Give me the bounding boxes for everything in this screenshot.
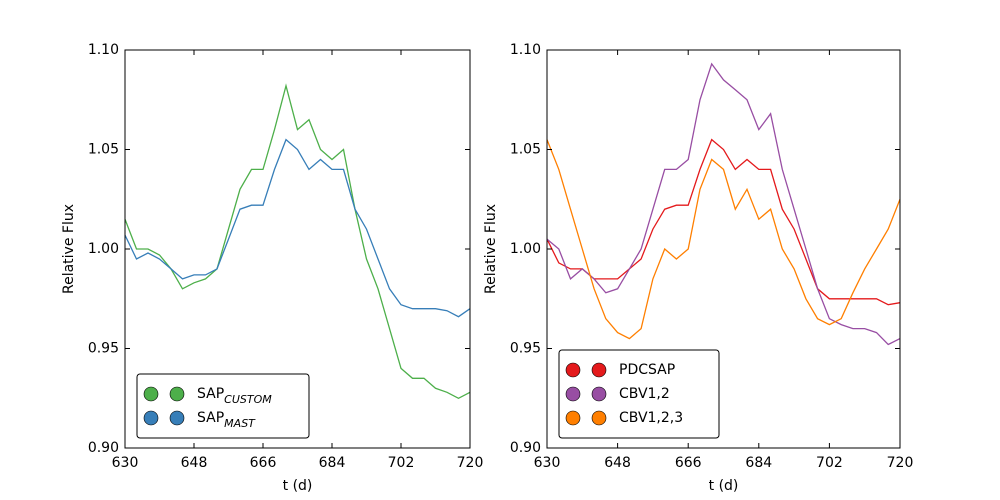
legend-name: PDCSAP	[619, 362, 675, 378]
legend-marker	[591, 362, 607, 378]
legend-name: SAP	[197, 410, 224, 426]
legend-marker	[565, 410, 581, 426]
x-tick-label: 666	[250, 455, 277, 471]
x-tick-label: 684	[745, 455, 772, 471]
series-line	[546, 139, 901, 340]
series-line	[124, 83, 471, 400]
legend-marker	[143, 386, 159, 402]
legend-name: CBV1,2,3	[619, 410, 683, 426]
legend-label: SAPMAST	[197, 410, 256, 430]
y-tick-label: 0.95	[88, 341, 119, 357]
y-tick-label: 0.90	[510, 440, 541, 456]
legend-box	[136, 373, 310, 439]
x-tick-label: 648	[604, 455, 631, 471]
y-tick-label: 0.90	[88, 440, 119, 456]
x-tick-label: 666	[675, 455, 702, 471]
legend-marker	[565, 362, 581, 378]
legend-label: PDCSAP	[619, 362, 675, 378]
y-tick-label: 1.10	[88, 42, 119, 58]
legend-label: CBV1,2,3	[619, 410, 683, 426]
x-tick-label: 684	[319, 455, 346, 471]
legend-marker	[591, 386, 607, 402]
legend-marker	[143, 410, 159, 426]
legend-subscript: MAST	[224, 417, 256, 430]
x-tick-label: 630	[534, 455, 561, 471]
y-tick-label: 1.05	[88, 142, 119, 158]
y-tick-label: 1.00	[88, 241, 119, 257]
x-axis-label: t (d)	[709, 478, 739, 494]
y-tick-label: 1.05	[510, 142, 541, 158]
legend-marker	[565, 386, 581, 402]
y-tick-label: 0.95	[510, 341, 541, 357]
y-axis-label: Relative Flux	[61, 204, 77, 294]
x-tick-label: 720	[457, 455, 484, 471]
series-line	[124, 138, 471, 318]
x-tick-label: 648	[181, 455, 208, 471]
y-tick-label: 1.00	[510, 241, 541, 257]
legend-marker	[169, 386, 185, 402]
legend-label: SAPCUSTOM	[197, 386, 272, 406]
x-tick-label: 630	[112, 455, 139, 471]
legend-name: CBV1,2	[619, 386, 670, 402]
legend-marker	[169, 410, 185, 426]
series-line	[546, 62, 901, 346]
x-axis-label: t (d)	[283, 478, 313, 494]
legend-marker	[591, 410, 607, 426]
x-tick-label: 702	[388, 455, 415, 471]
x-tick-label: 720	[887, 455, 914, 471]
y-tick-label: 1.10	[510, 42, 541, 58]
legend-subscript: CUSTOM	[224, 393, 272, 406]
y-axis-label: Relative Flux	[483, 204, 499, 294]
series-line	[546, 138, 901, 306]
x-tick-label: 702	[816, 455, 843, 471]
legend-name: SAP	[197, 386, 224, 402]
legend-label: CBV1,2	[619, 386, 670, 402]
